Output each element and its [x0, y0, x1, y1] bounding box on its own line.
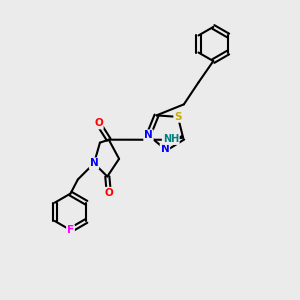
Text: N: N [160, 144, 169, 154]
Text: N: N [144, 130, 153, 140]
Text: N: N [90, 158, 98, 168]
Text: O: O [94, 118, 103, 128]
Text: NH: NH [163, 134, 179, 144]
Text: S: S [174, 112, 182, 122]
Text: O: O [104, 188, 113, 198]
Text: F: F [67, 225, 74, 235]
